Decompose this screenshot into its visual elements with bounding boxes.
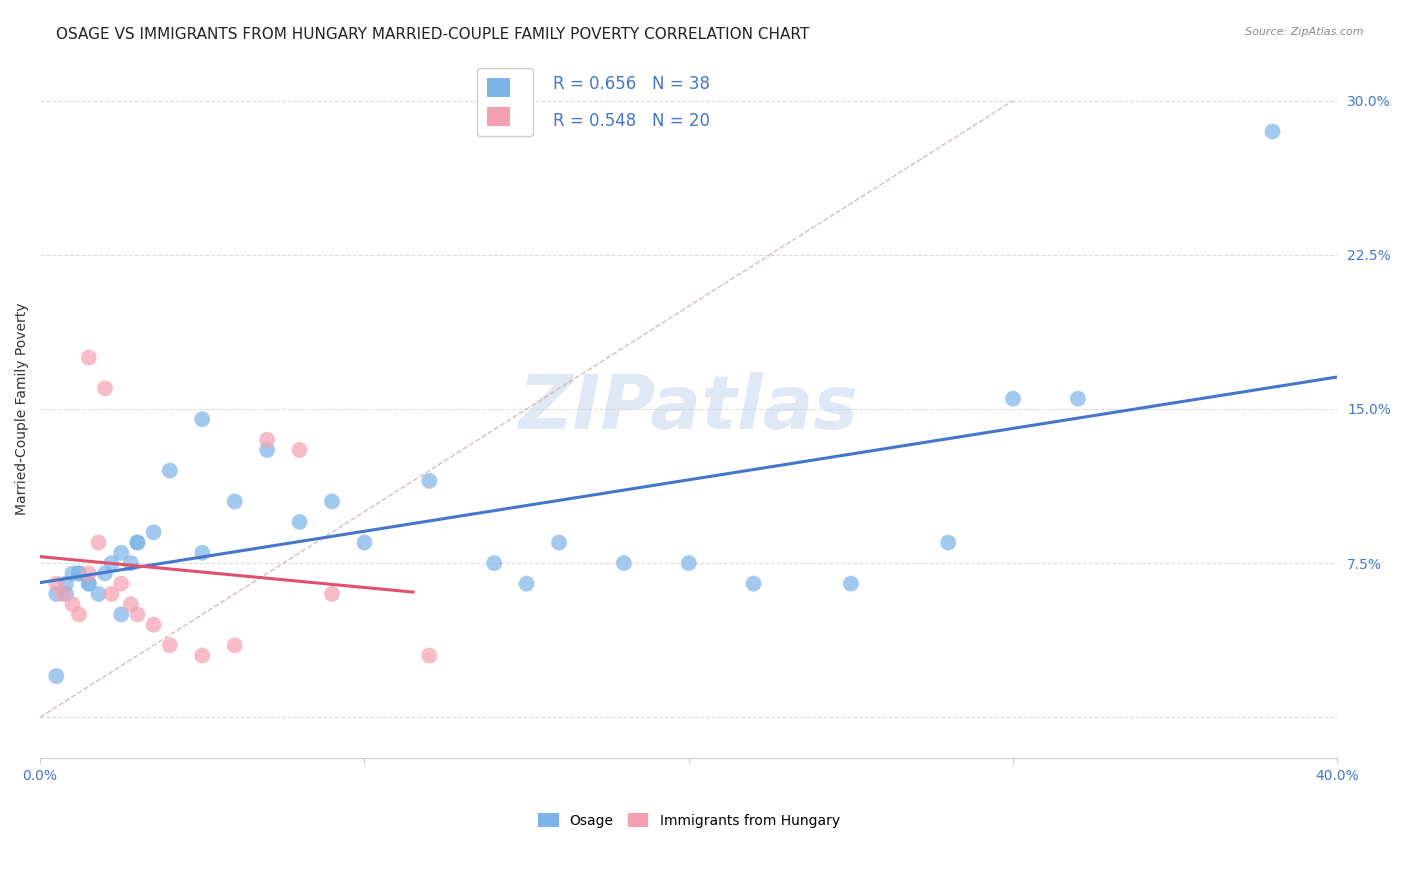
Y-axis label: Married-Couple Family Poverty: Married-Couple Family Poverty <box>15 302 30 516</box>
Point <box>87 587 110 601</box>
Point <box>100 587 122 601</box>
Point <box>67 607 90 622</box>
Point <box>1067 392 1090 406</box>
Point <box>288 515 311 529</box>
Point <box>67 566 90 581</box>
Point <box>110 546 132 560</box>
Point <box>191 648 214 663</box>
Point <box>127 535 149 549</box>
Point <box>94 381 117 395</box>
Point <box>742 576 765 591</box>
Point <box>256 443 278 458</box>
Point <box>62 597 84 611</box>
Point <box>159 638 181 652</box>
Point <box>52 587 75 601</box>
Point <box>224 494 246 508</box>
Point <box>67 566 90 581</box>
Point <box>256 433 278 447</box>
Text: R = 0.548   N = 20: R = 0.548 N = 20 <box>553 112 710 130</box>
Point <box>127 535 149 549</box>
Point <box>288 443 311 458</box>
Point <box>87 535 110 549</box>
Text: R = 0.656   N = 38: R = 0.656 N = 38 <box>553 75 710 93</box>
Point <box>45 669 67 683</box>
Point <box>127 607 149 622</box>
Point <box>516 576 538 591</box>
Point <box>45 587 67 601</box>
Point <box>62 566 84 581</box>
Point <box>159 464 181 478</box>
Point <box>418 648 440 663</box>
Point <box>1002 392 1025 406</box>
Point <box>55 587 77 601</box>
Point <box>936 535 959 549</box>
Point <box>548 535 571 549</box>
Point <box>45 576 67 591</box>
Point <box>191 546 214 560</box>
Point <box>77 566 100 581</box>
Point <box>839 576 862 591</box>
Point <box>321 587 343 601</box>
Point <box>55 576 77 591</box>
Point <box>100 556 122 570</box>
Point <box>120 597 142 611</box>
Point <box>678 556 700 570</box>
Point <box>321 494 343 508</box>
Point <box>94 566 117 581</box>
Point <box>142 617 165 632</box>
Legend: Osage, Immigrants from Hungary: Osage, Immigrants from Hungary <box>533 807 845 833</box>
Point <box>77 576 100 591</box>
Point <box>77 351 100 365</box>
Point <box>418 474 440 488</box>
Point <box>110 607 132 622</box>
Point <box>191 412 214 426</box>
Point <box>224 638 246 652</box>
Text: ZIPatlas: ZIPatlas <box>519 373 859 445</box>
Point <box>120 556 142 570</box>
Point <box>1261 124 1284 138</box>
Point <box>353 535 375 549</box>
Point <box>110 576 132 591</box>
Point <box>613 556 636 570</box>
Point <box>482 556 505 570</box>
Point <box>77 576 100 591</box>
Text: OSAGE VS IMMIGRANTS FROM HUNGARY MARRIED-COUPLE FAMILY POVERTY CORRELATION CHART: OSAGE VS IMMIGRANTS FROM HUNGARY MARRIED… <box>56 27 810 42</box>
Text: Source: ZipAtlas.com: Source: ZipAtlas.com <box>1246 27 1364 37</box>
Point <box>142 525 165 540</box>
